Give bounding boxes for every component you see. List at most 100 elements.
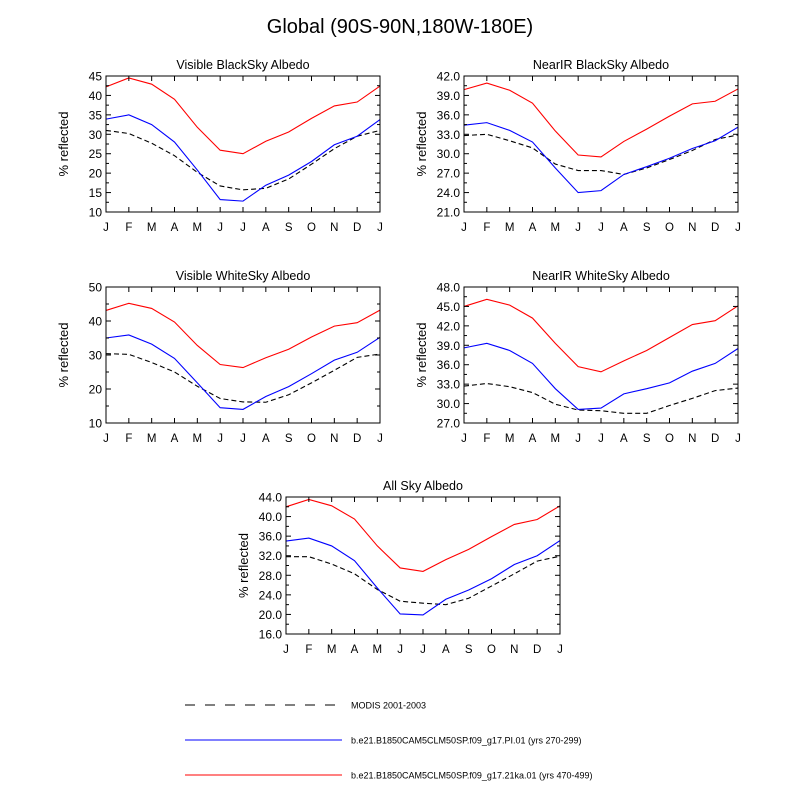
series-line-21ka	[285, 498, 561, 572]
x-tick-label: J	[598, 433, 604, 445]
panel-allsky: All Sky Albedo % reflected 16.0 20.0 24.0 28.…	[236, 479, 563, 656]
y-axis-label: % reflected	[56, 322, 71, 387]
series-line-21ka	[105, 302, 381, 369]
plot-frame	[463, 75, 739, 213]
x-tick-label: A	[529, 433, 537, 445]
y-tick-label: 36.0	[259, 530, 283, 544]
y-tick-label: 15	[89, 186, 103, 200]
panel-visible-blacksky: Visible BlackSky Albedo % reflected 10 15 20…	[56, 58, 383, 234]
x-tick-label: M	[147, 433, 157, 445]
y-tick-label: 16.0	[259, 628, 283, 642]
y-tick-label: 30.0	[437, 397, 461, 411]
x-tick-label: J	[240, 222, 246, 234]
y-tick-label: 30	[89, 349, 103, 363]
y-tick-label: 27.0	[437, 417, 461, 431]
x-tick-label: J	[377, 433, 383, 445]
y-tick-label: 44.0	[259, 491, 283, 505]
x-tick-label: J	[217, 433, 223, 445]
series-line-21ka	[463, 82, 739, 158]
y-tick-label: 33.0	[437, 378, 461, 392]
y-tick-label: 25	[89, 147, 103, 161]
x-tick-label: J	[103, 433, 109, 445]
y-axis-label: % reflected	[414, 322, 429, 387]
x-tick-label: A	[442, 644, 450, 656]
series-line-modis	[463, 133, 739, 176]
y-tick-label: 30.0	[437, 147, 461, 161]
y-axis-label: % reflected	[414, 111, 429, 176]
y-tick-label: 20	[89, 167, 103, 181]
series-line-21ka	[105, 77, 381, 155]
y-tick-label: 35	[89, 108, 103, 122]
panel-title: All Sky Albedo	[383, 479, 463, 493]
x-tick-label: M	[327, 644, 337, 656]
y-tick-label: 45	[89, 70, 103, 84]
x-tick-label: J	[377, 222, 383, 234]
x-tick-label: J	[240, 433, 246, 445]
panel-nearir-blacksky: NearIR BlackSky Albedo % reflected 21.0 24.…	[414, 58, 741, 234]
x-tick-label: A	[171, 433, 179, 445]
x-tick-label: O	[307, 433, 316, 445]
x-tick-label: M	[505, 433, 515, 445]
x-tick-label: A	[620, 433, 628, 445]
x-tick-label: S	[285, 222, 293, 234]
x-tick-label: N	[510, 644, 518, 656]
y-tick-label: 27.0	[437, 167, 461, 181]
series-line-21ka	[463, 298, 739, 373]
panel-nearir-whitesky: NearIR WhiteSky Albedo % reflected 27.0 30.…	[414, 269, 741, 445]
series-line-pi	[105, 334, 381, 410]
y-tick-label: 24.0	[437, 186, 461, 200]
x-tick-label: S	[465, 644, 473, 656]
x-tick-label: N	[688, 433, 696, 445]
x-tick-label: S	[643, 222, 651, 234]
x-tick-label: O	[487, 644, 496, 656]
panel-title: Visible BlackSky Albedo	[176, 58, 309, 72]
x-tick-label: J	[461, 433, 467, 445]
x-tick-label: A	[351, 644, 359, 656]
y-tick-label: 40	[89, 315, 103, 329]
figure-title: Global (90S-90N,180W-180E)	[267, 16, 533, 38]
y-tick-label: 40	[89, 89, 103, 103]
x-tick-label: M	[373, 644, 383, 656]
x-tick-label: J	[217, 222, 223, 234]
x-tick-label: J	[557, 644, 563, 656]
y-axis-label: % reflected	[56, 111, 71, 176]
x-tick-label: J	[420, 644, 426, 656]
x-tick-label: O	[665, 222, 674, 234]
y-tick-label: 32.0	[259, 549, 283, 563]
y-tick-label: 10	[89, 206, 103, 220]
x-tick-label: J	[283, 644, 289, 656]
y-tick-label: 20.0	[259, 608, 283, 622]
series-line-modis	[105, 129, 381, 191]
x-tick-label: J	[397, 644, 403, 656]
legend-label-pi: b.e21.B1850CAM5CLM50SP.f09_g17.PI.01 (yr…	[351, 736, 581, 746]
x-tick-label: M	[551, 433, 561, 445]
y-tick-label: 48.0	[437, 281, 461, 295]
x-tick-label: J	[735, 433, 741, 445]
x-tick-label: J	[575, 222, 581, 234]
x-tick-label: A	[171, 222, 179, 234]
x-tick-label: A	[620, 222, 628, 234]
x-tick-label: M	[505, 222, 515, 234]
panel-visible-whitesky: Visible WhiteSky Albedo % reflected 10 20 30…	[56, 269, 383, 445]
x-tick-label: N	[688, 222, 696, 234]
x-tick-label: D	[533, 644, 541, 656]
x-tick-label: O	[307, 222, 316, 234]
y-tick-label: 36.0	[437, 358, 461, 372]
x-tick-label: M	[193, 222, 203, 234]
series-line-modis	[105, 353, 381, 403]
y-tick-label: 30	[89, 128, 103, 142]
x-tick-label: J	[735, 222, 741, 234]
x-tick-label: F	[483, 433, 490, 445]
y-tick-label: 28.0	[259, 569, 283, 583]
panel-title: NearIR WhiteSky Albedo	[532, 269, 670, 283]
y-tick-label: 20	[89, 383, 103, 397]
y-tick-label: 39.0	[437, 339, 461, 353]
x-tick-label: A	[262, 433, 270, 445]
x-tick-label: A	[262, 222, 270, 234]
y-tick-label: 40.0	[259, 510, 283, 524]
x-tick-label: J	[103, 222, 109, 234]
y-tick-label: 36.0	[437, 108, 461, 122]
y-tick-label: 50	[89, 281, 103, 295]
y-tick-label: 42.0	[437, 70, 461, 84]
